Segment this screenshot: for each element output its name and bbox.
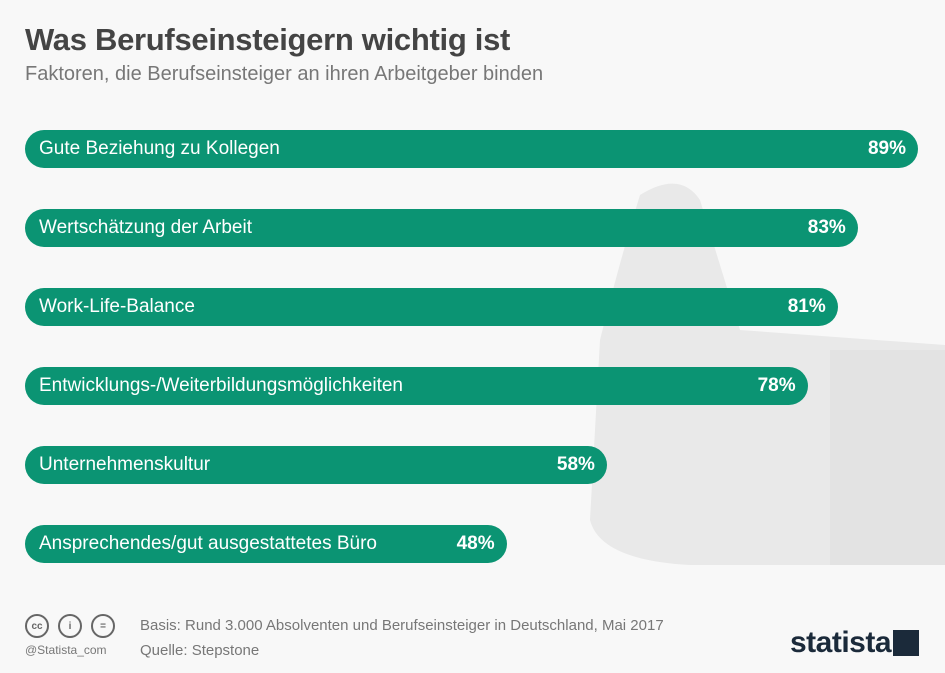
nd-icon: = xyxy=(91,614,115,638)
bar: Entwicklungs-/Weiterbildungsmöglichkeite… xyxy=(25,367,808,405)
bar-value-label: 48% xyxy=(456,533,495,554)
bar: Work-Life-Balance 81% xyxy=(25,288,838,326)
bar: Gute Beziehung zu Kollegen 89% xyxy=(25,130,918,168)
bar: Unternehmenskultur 58% xyxy=(25,446,607,484)
source-note: Quelle: Stepstone xyxy=(140,642,260,659)
bar: Wertschätzung der Arbeit 83% xyxy=(25,209,858,247)
bar-value-label: 78% xyxy=(757,375,796,396)
bar-category-label: Ansprechendes/gut ausgestattetes Büro xyxy=(39,533,378,554)
bar-value-label: 89% xyxy=(867,138,906,159)
bar-category-label: Work-Life-Balance xyxy=(39,296,195,317)
statista-logo-mark-icon xyxy=(893,630,919,656)
by-icon: i xyxy=(58,614,82,638)
bar: Ansprechendes/gut ausgestattetes Büro 48% xyxy=(25,525,507,563)
statista-logo: statista xyxy=(790,626,892,659)
bar-category-label: Wertschätzung der Arbeit xyxy=(39,217,252,238)
bar-category-label: Unternehmenskultur xyxy=(39,454,211,475)
statista-handle: @Statista_com xyxy=(25,643,107,657)
chart-title: Was Berufseinsteigern wichtig ist xyxy=(25,22,511,57)
bar-value-label: 81% xyxy=(787,296,826,317)
bar-category-label: Gute Beziehung zu Kollegen xyxy=(39,138,280,159)
cc-icon: cc xyxy=(25,614,49,638)
chart-subtitle: Faktoren, die Berufseinsteiger an ihren … xyxy=(25,63,544,85)
basis-note: Basis: Rund 3.000 Absolventen und Berufs… xyxy=(140,617,664,634)
bar-category-label: Entwicklungs-/Weiterbildungsmöglichkeite… xyxy=(39,375,403,396)
bar-value-label: 58% xyxy=(556,454,595,475)
bar-value-label: 83% xyxy=(807,217,846,238)
